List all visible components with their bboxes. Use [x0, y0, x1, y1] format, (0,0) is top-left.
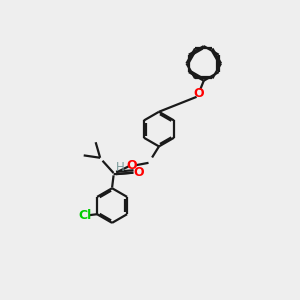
Text: O: O [193, 87, 204, 100]
Text: H: H [116, 161, 124, 174]
Text: O: O [127, 159, 137, 172]
Text: O: O [133, 166, 144, 179]
Text: Cl: Cl [78, 209, 91, 222]
